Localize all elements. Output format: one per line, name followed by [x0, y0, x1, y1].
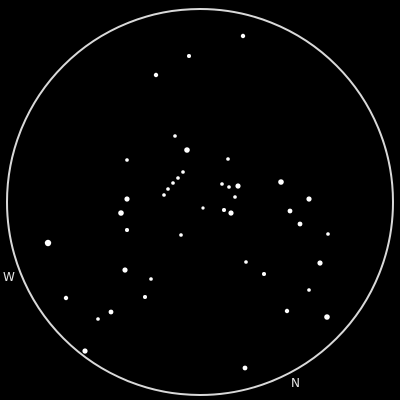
star	[201, 206, 205, 210]
field-of-view-circle	[6, 8, 394, 396]
star	[326, 232, 330, 236]
star	[233, 195, 237, 199]
star	[226, 157, 230, 161]
star	[244, 260, 248, 264]
star	[173, 134, 177, 138]
star	[235, 183, 241, 189]
star	[306, 196, 312, 202]
star	[278, 179, 284, 185]
star	[176, 176, 180, 180]
star	[153, 72, 159, 78]
star	[284, 308, 290, 314]
star	[227, 185, 231, 189]
star	[228, 210, 234, 216]
star	[108, 309, 114, 315]
star	[179, 233, 183, 237]
star	[124, 196, 130, 202]
stars-group	[44, 33, 330, 371]
star	[118, 210, 124, 216]
star	[184, 147, 190, 153]
star	[96, 317, 100, 321]
star	[220, 182, 224, 186]
star	[166, 187, 170, 191]
star	[63, 295, 69, 301]
star	[162, 193, 166, 197]
west-direction-label: W	[3, 270, 15, 284]
star	[187, 54, 191, 58]
star	[317, 260, 323, 266]
north-direction-label: N	[291, 376, 300, 390]
star	[171, 181, 175, 185]
star	[240, 33, 246, 39]
star	[307, 288, 311, 292]
star	[242, 365, 248, 371]
star	[181, 170, 185, 174]
star	[149, 277, 153, 281]
star	[324, 314, 330, 320]
star	[143, 295, 147, 299]
star	[287, 208, 293, 214]
star	[82, 348, 88, 354]
star	[125, 158, 129, 162]
star	[44, 239, 52, 247]
star	[262, 272, 266, 276]
star	[125, 228, 129, 232]
star	[222, 208, 226, 212]
star	[297, 221, 303, 227]
star	[122, 267, 128, 273]
